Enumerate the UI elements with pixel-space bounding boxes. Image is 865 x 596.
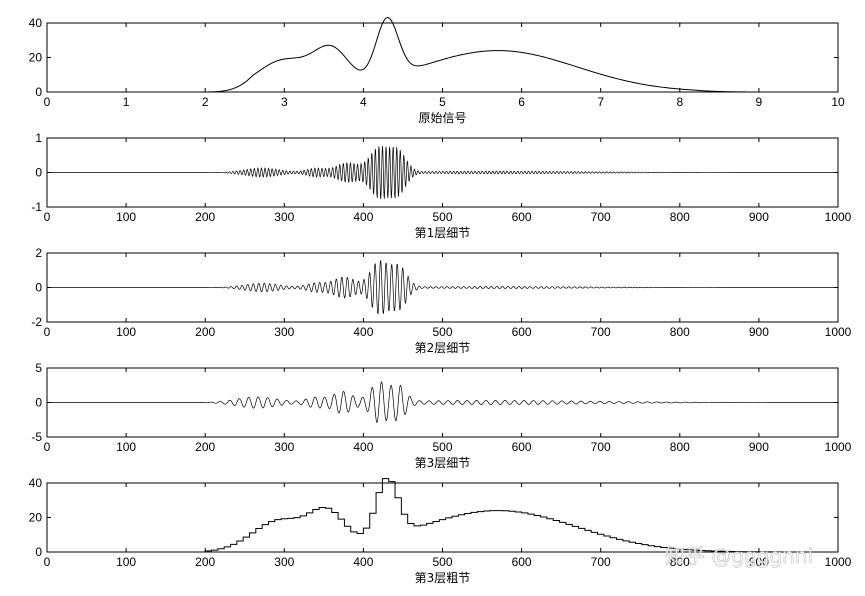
x-tick-label: 900 [749,210,769,224]
x-tick-label: 300 [274,440,294,454]
x-tick-label: 7 [597,95,604,109]
x-tick-label: 0 [44,325,51,339]
x-tick-label: 700 [591,555,611,569]
x-tick-label: 200 [195,325,215,339]
y-tick-label: 40 [29,16,43,30]
x-tick-label: 9 [756,95,763,109]
x-tick-label: 400 [353,440,373,454]
x-tick-label: 100 [116,440,136,454]
x-tick-label: 400 [353,555,373,569]
x-tick-label: 8 [676,95,683,109]
subplot-3: 0 100 200 300 400 500 600 700 800 900 1000-202第2层细… [31,246,851,355]
subplot-1: 0 1 2 3 4 5 6 7 8 9 10 0 20 40 原始信号 [29,16,845,125]
x-tick-label: 500 [432,440,452,454]
x-tick-label: 0 [44,555,51,569]
x-tick-label: 1000 [825,210,852,224]
x-tick-label: 300 [274,210,294,224]
x-tick-label: 300 [274,555,294,569]
x-tick-label: 300 [274,325,294,339]
x-tick-label: 500 [432,325,452,339]
x-tick-label: 200 [195,210,215,224]
series-line [47,260,838,315]
subplot-4: 0 100 200 300 400 500 600 700 800 900 1000-505第3层细… [31,361,851,470]
x-axis-label: 第1层细节 [415,226,471,240]
x-tick-label: 800 [670,440,690,454]
y-tick-label: -5 [31,430,42,444]
subplot-2: 0 100 200 300 400 500 600 700 800 900 1000-101第1层细… [31,131,851,240]
x-tick-label: 600 [512,440,532,454]
x-tick-label: 200 [195,555,215,569]
x-tick-label: 6 [518,95,525,109]
x-tick-label: 800 [670,555,690,569]
y-tick-label: 0 [35,281,42,295]
x-tick-label: 2 [202,95,209,109]
y-tick-label: 1 [35,131,42,145]
x-tick-label: 4 [360,95,367,109]
x-tick-label: 1000 [825,325,852,339]
y-tick-label: 20 [29,511,43,525]
x-tick-label: 700 [591,210,611,224]
y-tick-label: 0 [35,166,42,180]
series-line [47,478,838,553]
x-axis-label: 原始信号 [418,111,466,125]
x-tick-label: 500 [432,210,452,224]
x-tick-label: 1 [123,95,130,109]
y-tick-label: 2 [35,246,42,260]
x-tick-label: 700 [591,325,611,339]
x-tick-label: 200 [195,440,215,454]
y-tick-label: 0 [35,85,42,99]
y-tick-label: -1 [31,200,42,214]
x-tick-label: 600 [512,325,532,339]
x-tick-label: 400 [353,325,373,339]
x-tick-label: 900 [749,325,769,339]
x-tick-label: 600 [512,555,532,569]
y-tick-label: 0 [35,396,42,410]
y-tick-label: 5 [35,361,42,375]
x-tick-label: 900 [749,440,769,454]
x-tick-label: 1000 [825,555,852,569]
x-axis-label: 第2层细节 [415,341,471,355]
x-tick-label: 0 [44,210,51,224]
series-line [47,145,838,200]
watermark-text: 知乎 @ggggnni [665,544,813,568]
x-tick-label: 0 [44,95,51,109]
x-tick-label: 400 [353,210,373,224]
y-tick-label: 40 [29,476,43,490]
x-tick-label: 10 [831,95,845,109]
x-tick-label: 800 [670,325,690,339]
x-tick-label: 100 [116,325,136,339]
x-tick-label: 600 [512,210,532,224]
x-tick-label: 100 [116,210,136,224]
x-axis-label: 第3层粗节 [415,571,471,585]
y-tick-label: 0 [35,545,42,559]
series-line [47,17,838,93]
series-line [47,381,838,424]
subplot-5: 0 100 200 300 400 500 600 700 800 900 1000 0 20 40 第3层… [29,476,852,585]
x-tick-label: 100 [116,555,136,569]
x-tick-label: 5 [439,95,446,109]
x-tick-label: 700 [591,440,611,454]
x-tick-label: 1000 [825,440,852,454]
x-tick-label: 0 [44,440,51,454]
x-tick-label: 900 [749,555,769,569]
y-tick-label: 20 [29,51,43,65]
x-axis-label: 第3层细节 [415,456,471,470]
x-tick-label: 3 [281,95,288,109]
x-tick-label: 500 [432,555,452,569]
y-tick-label: -2 [31,315,42,329]
x-tick-label: 800 [670,210,690,224]
